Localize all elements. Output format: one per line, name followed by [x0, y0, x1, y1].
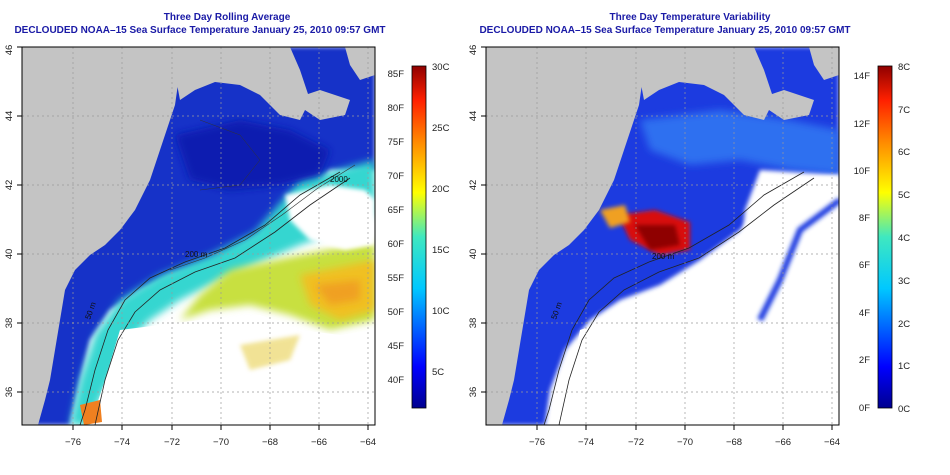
- map-frame: [21, 46, 376, 426]
- colorbar-label: 14F: [854, 71, 871, 82]
- colorbar-label: 60F: [388, 239, 405, 250]
- x-tick-label: −68: [726, 437, 742, 448]
- panel-left: Three Day Rolling Average DECLOUDED NOAA…: [4, 12, 450, 448]
- colorbar-label: 6C: [898, 147, 910, 158]
- colorbar-label: 55F: [388, 273, 405, 284]
- colorbar-label: 0F: [859, 403, 870, 414]
- x-axis: [536, 425, 833, 430]
- colorbar-label: 8C: [898, 62, 910, 73]
- x-tick-label: −70: [213, 437, 229, 448]
- y-axis: [481, 46, 486, 393]
- panel-right: Three Day Temperature Variability DECLOU…: [468, 12, 910, 448]
- x-tick-label: −64: [360, 437, 376, 448]
- x-tick-label: −72: [628, 437, 644, 448]
- x-axis: [72, 425, 369, 430]
- panel-subtitle: DECLOUDED NOAA–15 Sea Surface Temperatur…: [14, 25, 385, 36]
- colorbar-label: 80F: [388, 103, 405, 114]
- colorbar-label: 12F: [854, 119, 871, 130]
- x-tick-label: −66: [311, 437, 327, 448]
- map-frame: [485, 46, 840, 426]
- panel-title: Three Day Temperature Variability: [610, 12, 771, 23]
- y-tick-label: 38: [468, 318, 479, 329]
- colorbar-label: 5C: [898, 190, 910, 201]
- x-tick-label: −76: [65, 437, 81, 448]
- contour-label: 200 m: [652, 252, 675, 261]
- colorbar-label: 4F: [859, 308, 870, 319]
- colorbar-label: 2F: [859, 355, 870, 366]
- colorbar-label: 30C: [432, 62, 450, 73]
- colorbar-label: 65F: [388, 205, 405, 216]
- x-tick-label: −66: [775, 437, 791, 448]
- y-tick-label: 38: [4, 318, 15, 329]
- x-tick-label: −64: [824, 437, 840, 448]
- colorbar-label: 10C: [432, 306, 450, 317]
- colorbar-label: 10F: [854, 166, 871, 177]
- x-tick-label: −72: [164, 437, 180, 448]
- colorbar: [411, 65, 427, 409]
- y-tick-label: 44: [4, 111, 15, 122]
- colorbar-label: 5C: [432, 367, 444, 378]
- colorbar-label: 75F: [388, 137, 405, 148]
- map-area: 200 m 50 m: [486, 47, 839, 425]
- colorbar-label: 4C: [898, 233, 910, 244]
- colorbar-label: 50F: [388, 307, 405, 318]
- colorbar-label: 15C: [432, 245, 450, 256]
- colorbar-label: 2C: [898, 319, 910, 330]
- y-tick-label: 46: [468, 45, 479, 56]
- y-tick-label: 36: [4, 387, 15, 398]
- colorbar-label: 45F: [388, 341, 405, 352]
- colorbar-label: 6F: [859, 260, 870, 271]
- colorbar-label: 8F: [859, 213, 870, 224]
- y-tick-label: 42: [4, 180, 15, 191]
- y-axis: [17, 46, 22, 393]
- y-tick-label: 40: [468, 249, 479, 260]
- contour-label: 200 m: [185, 250, 208, 259]
- colorbar-label: 7C: [898, 105, 910, 116]
- x-tick-label: −74: [578, 437, 594, 448]
- colorbar-label: 3C: [898, 276, 910, 287]
- y-tick-label: 44: [468, 111, 479, 122]
- x-tick-label: −76: [529, 437, 545, 448]
- panel-title: Three Day Rolling Average: [164, 12, 291, 23]
- colorbar-label: 0C: [898, 404, 910, 415]
- colorbar-label: 20C: [432, 184, 450, 195]
- panel-subtitle: DECLOUDED NOAA–15 Sea Surface Temperatur…: [479, 25, 850, 36]
- colorbar-label: 70F: [388, 171, 405, 182]
- x-tick-label: −70: [677, 437, 693, 448]
- y-tick-label: 42: [468, 180, 479, 191]
- colorbar-label: 25C: [432, 123, 450, 134]
- x-tick-label: −74: [114, 437, 130, 448]
- colorbar-label: 1C: [898, 361, 910, 372]
- colorbar: [877, 65, 893, 409]
- y-tick-label: 36: [468, 387, 479, 398]
- y-tick-label: 40: [4, 249, 15, 260]
- colorbar-label: 85F: [388, 69, 405, 80]
- contour-label: 2000: [330, 175, 348, 184]
- y-tick-label: 46: [4, 45, 15, 56]
- colorbar-label: 40F: [388, 375, 405, 386]
- map-area: 200 m 2000 50 m: [22, 47, 375, 425]
- x-tick-label: −68: [262, 437, 278, 448]
